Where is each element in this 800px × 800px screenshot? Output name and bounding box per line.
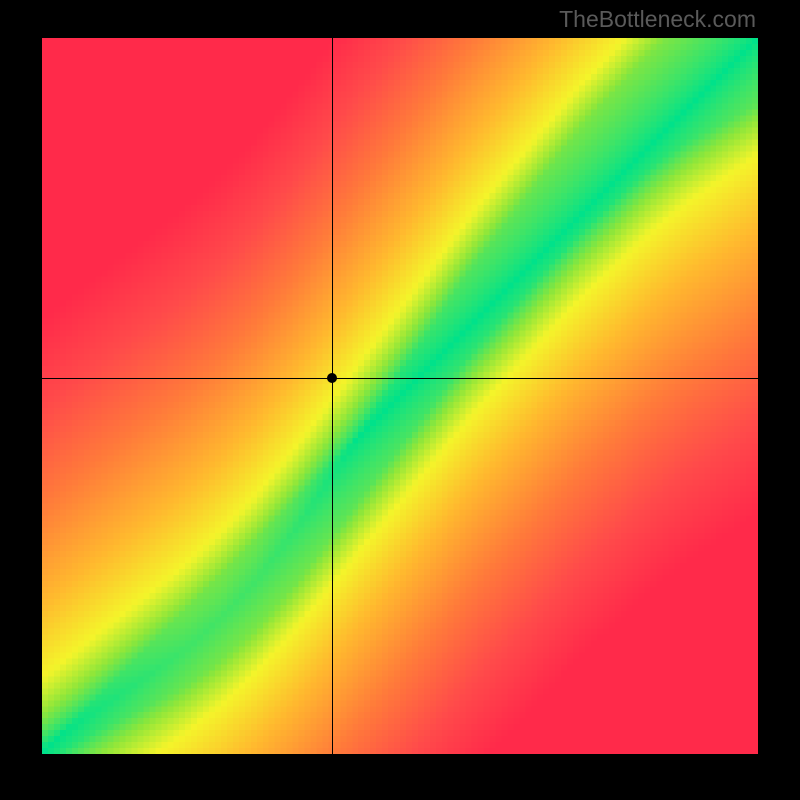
watermark-text: TheBottleneck.com	[559, 6, 756, 33]
crosshair-horizontal	[42, 378, 758, 379]
crosshair-marker	[327, 373, 337, 383]
crosshair-vertical	[332, 38, 333, 754]
bottleneck-heatmap	[42, 38, 758, 754]
